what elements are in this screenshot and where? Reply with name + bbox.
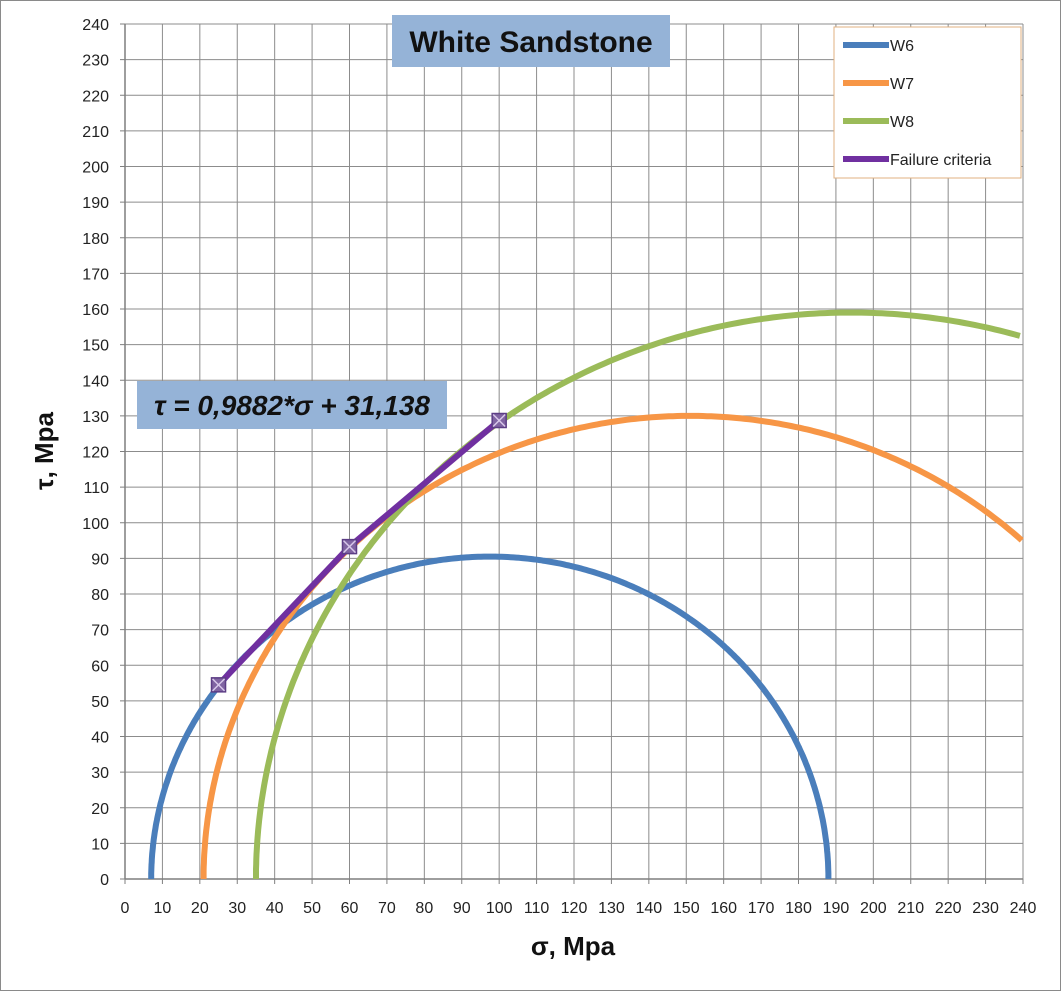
x-tick-label: 220 bbox=[935, 900, 962, 917]
x-tick-label: 180 bbox=[785, 900, 812, 917]
y-axis-title: τ, Mpa bbox=[29, 411, 59, 490]
x-tick-label: 240 bbox=[1010, 900, 1037, 917]
legend-label-failure-criteria: Failure criteria bbox=[890, 152, 991, 169]
y-tick-label: 10 bbox=[91, 836, 109, 853]
y-tick-label: 180 bbox=[82, 231, 109, 248]
x-tick-label: 200 bbox=[860, 900, 887, 917]
chart-title-box: White Sandstone bbox=[392, 15, 670, 67]
x-tick-label: 140 bbox=[635, 900, 662, 917]
failure-point-marker bbox=[210, 677, 227, 693]
y-tick-label: 200 bbox=[82, 160, 109, 177]
y-tick-label: 130 bbox=[82, 409, 109, 426]
x-tick-label: 160 bbox=[710, 900, 737, 917]
failure-point-marker bbox=[341, 538, 358, 555]
chart-title: White Sandstone bbox=[409, 26, 652, 59]
y-tick-label: 100 bbox=[82, 516, 109, 533]
x-tick-label: 190 bbox=[823, 900, 850, 917]
equation-box: τ = 0,9882*σ + 31,138 bbox=[137, 381, 447, 429]
x-tick-label: 130 bbox=[598, 900, 625, 917]
legend-label-w8: W8 bbox=[890, 114, 914, 131]
series-curve-w7 bbox=[200, 412, 1024, 879]
y-tick-label: 170 bbox=[82, 266, 109, 283]
x-tick-label: 10 bbox=[154, 900, 172, 917]
y-tick-label: 140 bbox=[82, 373, 109, 390]
y-tick-label: 0 bbox=[100, 872, 109, 889]
x-tick-label: 80 bbox=[415, 900, 433, 917]
x-tick-label: 170 bbox=[748, 900, 775, 917]
y-tick-label: 70 bbox=[91, 623, 109, 640]
x-tick-label: 50 bbox=[303, 900, 321, 917]
series-layer bbox=[148, 309, 1024, 880]
x-tick-label: 230 bbox=[972, 900, 999, 917]
x-tick-label: 120 bbox=[561, 900, 588, 917]
x-tick-label: 60 bbox=[341, 900, 359, 917]
x-tick-label: 210 bbox=[897, 900, 924, 917]
series-curve-w6 bbox=[148, 553, 832, 880]
x-axis-title: σ, Mpa bbox=[531, 931, 616, 961]
legend-label-w7: W7 bbox=[890, 76, 914, 93]
y-tick-label: 150 bbox=[82, 338, 109, 355]
y-tick-label: 190 bbox=[82, 195, 109, 212]
x-tick-label: 40 bbox=[266, 900, 284, 917]
x-tick-label: 100 bbox=[486, 900, 513, 917]
y-tick-label: 240 bbox=[82, 17, 109, 34]
y-tick-label: 60 bbox=[91, 658, 109, 675]
y-tick-label: 110 bbox=[83, 480, 109, 497]
x-tick-label: 20 bbox=[191, 900, 209, 917]
x-tick-label: 70 bbox=[378, 900, 396, 917]
failure-point-marker bbox=[491, 412, 507, 429]
y-tick-label: 220 bbox=[82, 88, 109, 105]
legend-label-w6: W6 bbox=[890, 38, 914, 55]
y-tick-label: 20 bbox=[91, 801, 109, 818]
x-tick-label: 90 bbox=[453, 900, 471, 917]
x-tick-label: 0 bbox=[121, 900, 130, 917]
legend: W6 W7 W8 Failure criteria bbox=[833, 26, 1022, 179]
y-tick-label: 50 bbox=[91, 694, 109, 711]
x-tick-label: 150 bbox=[673, 900, 700, 917]
x-tick-label: 110 bbox=[524, 900, 550, 917]
y-tick-label: 230 bbox=[82, 53, 109, 70]
x-tick-label: 30 bbox=[228, 900, 246, 917]
axes bbox=[120, 23, 1024, 884]
y-tick-label: 80 bbox=[91, 587, 109, 604]
y-tick-label: 210 bbox=[82, 124, 109, 141]
equation-annotation: τ = 0,9882*σ + 31,138 bbox=[154, 390, 430, 421]
y-tick-label: 90 bbox=[91, 551, 109, 568]
y-tick-label: 120 bbox=[82, 445, 109, 462]
y-tick-label: 30 bbox=[91, 765, 109, 782]
y-tick-label: 160 bbox=[82, 302, 109, 319]
tick-labels: 0 10 20 30 40 50 60 70 80 90 100 110 120 130 140 150 160… bbox=[82, 17, 1036, 917]
y-tick-label: 40 bbox=[91, 730, 109, 747]
